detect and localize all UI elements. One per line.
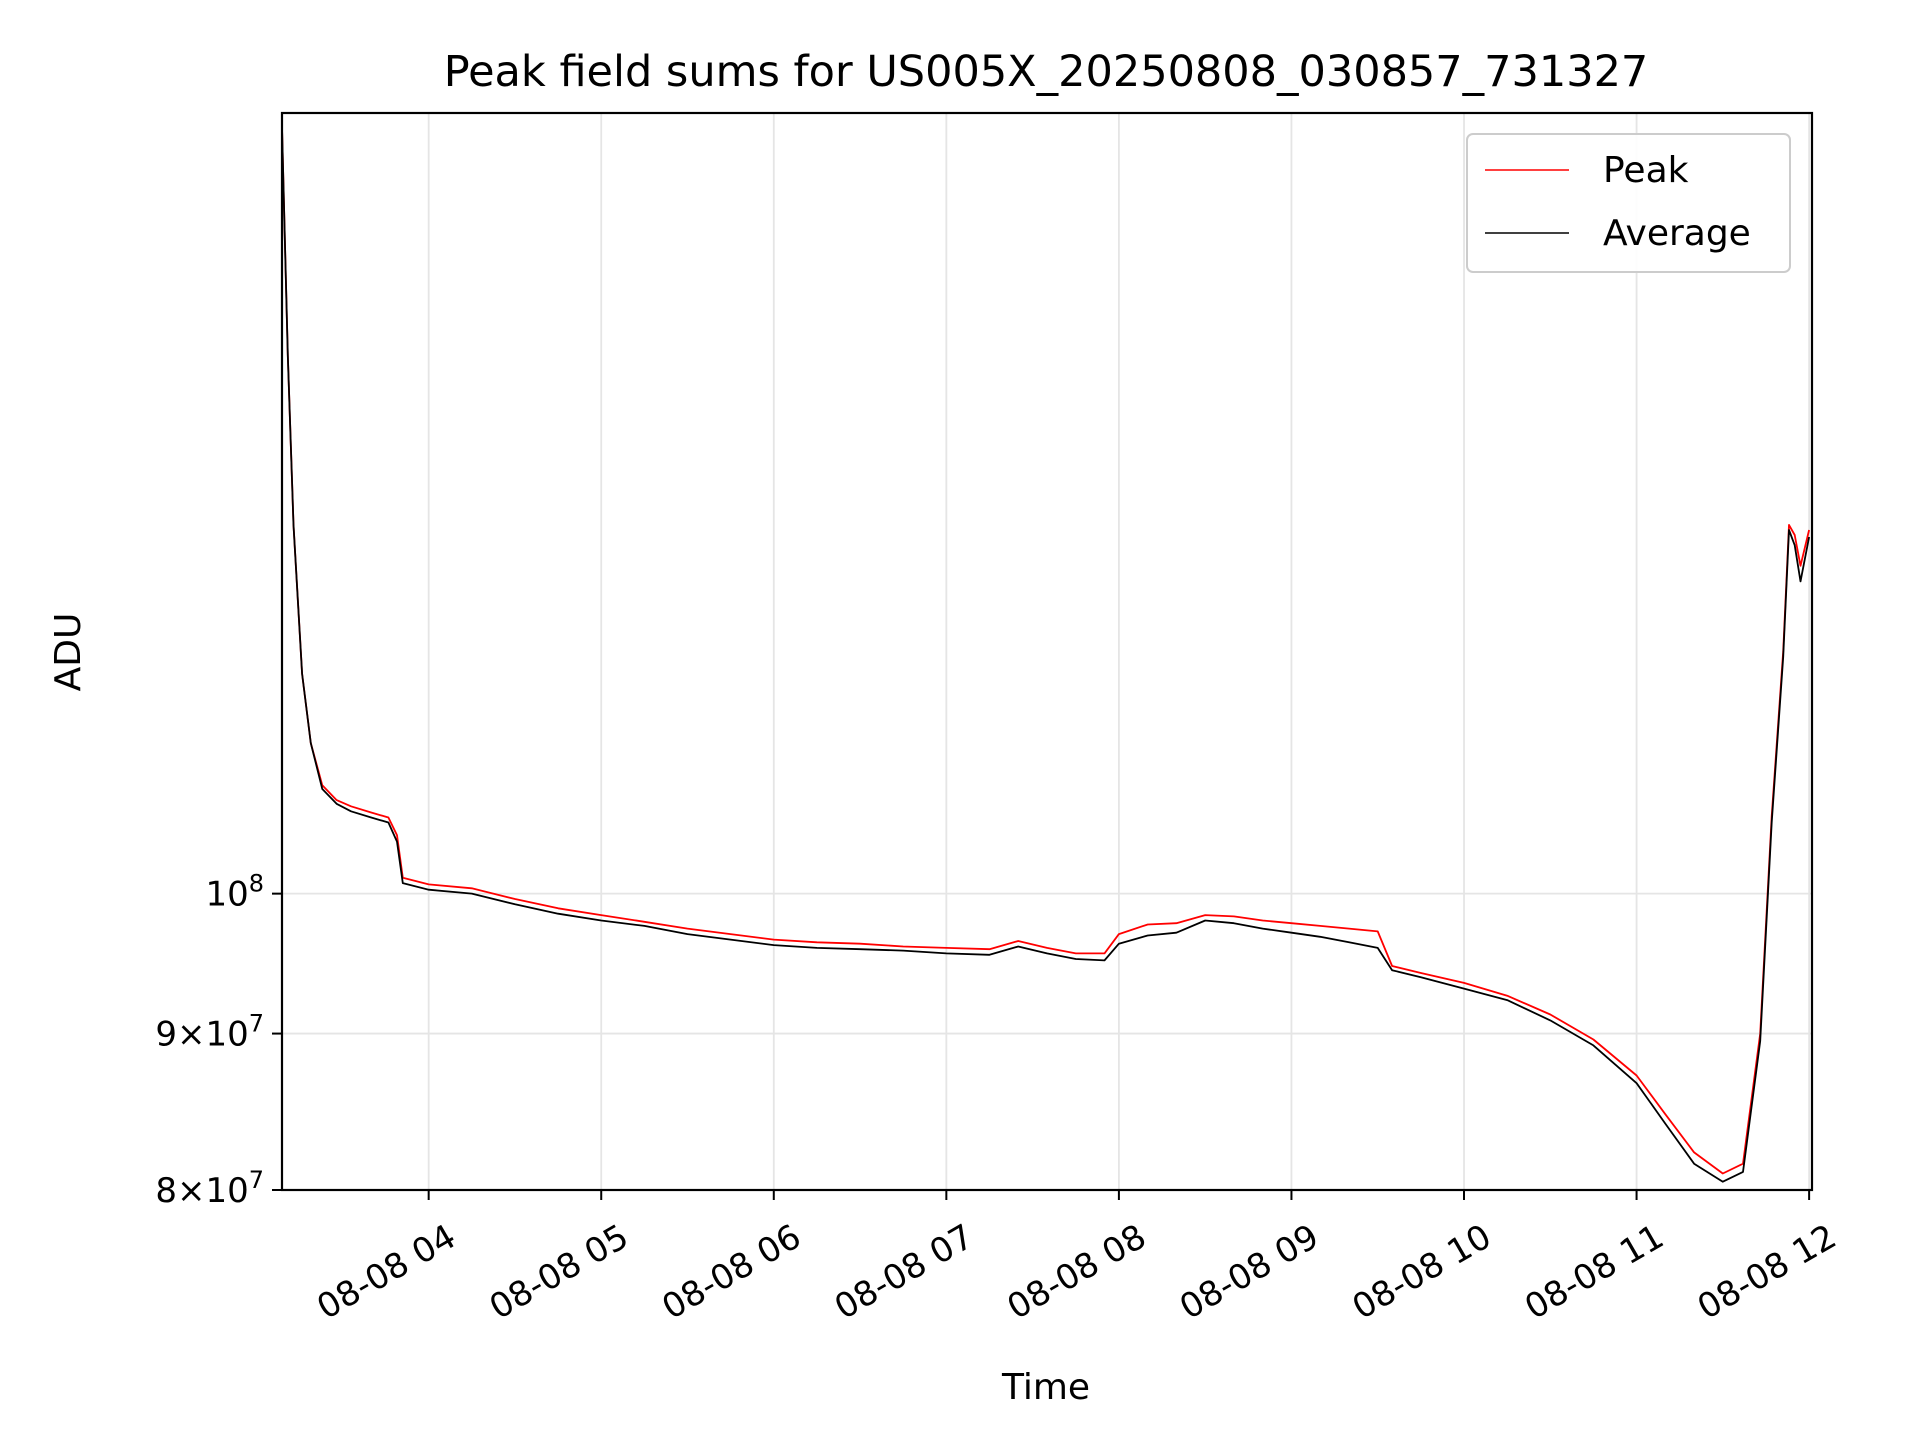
y-tick-times: × xyxy=(177,1015,206,1055)
y-tick-label: 9×107 xyxy=(155,1010,264,1055)
plot-area xyxy=(281,127,1810,1183)
chart-title: Peak field sums for US005X_20250808_0308… xyxy=(444,47,1649,97)
y-tick-base: 10 xyxy=(205,1015,248,1055)
y-tick-exponent: 8 xyxy=(249,870,264,898)
y-tick-times: × xyxy=(177,1171,206,1211)
y-tick-mantissa: 9 xyxy=(155,1015,177,1055)
legend: Peak Average xyxy=(1466,133,1791,273)
peak-series-line xyxy=(281,127,1810,1175)
y-tick-exponent: 7 xyxy=(249,1166,264,1194)
legend-label-average: Average xyxy=(1603,213,1751,254)
y-tick-mantissa: 8 xyxy=(155,1171,177,1211)
x-axis-label: Time xyxy=(1001,1367,1090,1408)
average-series-line xyxy=(281,127,1810,1183)
legend-box xyxy=(1466,133,1791,273)
axes-frame xyxy=(280,111,1814,1192)
y-tick-label: 108 xyxy=(205,870,264,915)
y-axis-label: ADU xyxy=(48,613,89,692)
y-tick-base: 10 xyxy=(205,1171,248,1211)
legend-label-peak: Peak xyxy=(1603,150,1689,191)
y-tick-base: 10 xyxy=(205,875,248,915)
y-tick-exponent: 7 xyxy=(249,1010,264,1038)
y-tick-label: 8×107 xyxy=(155,1166,264,1211)
